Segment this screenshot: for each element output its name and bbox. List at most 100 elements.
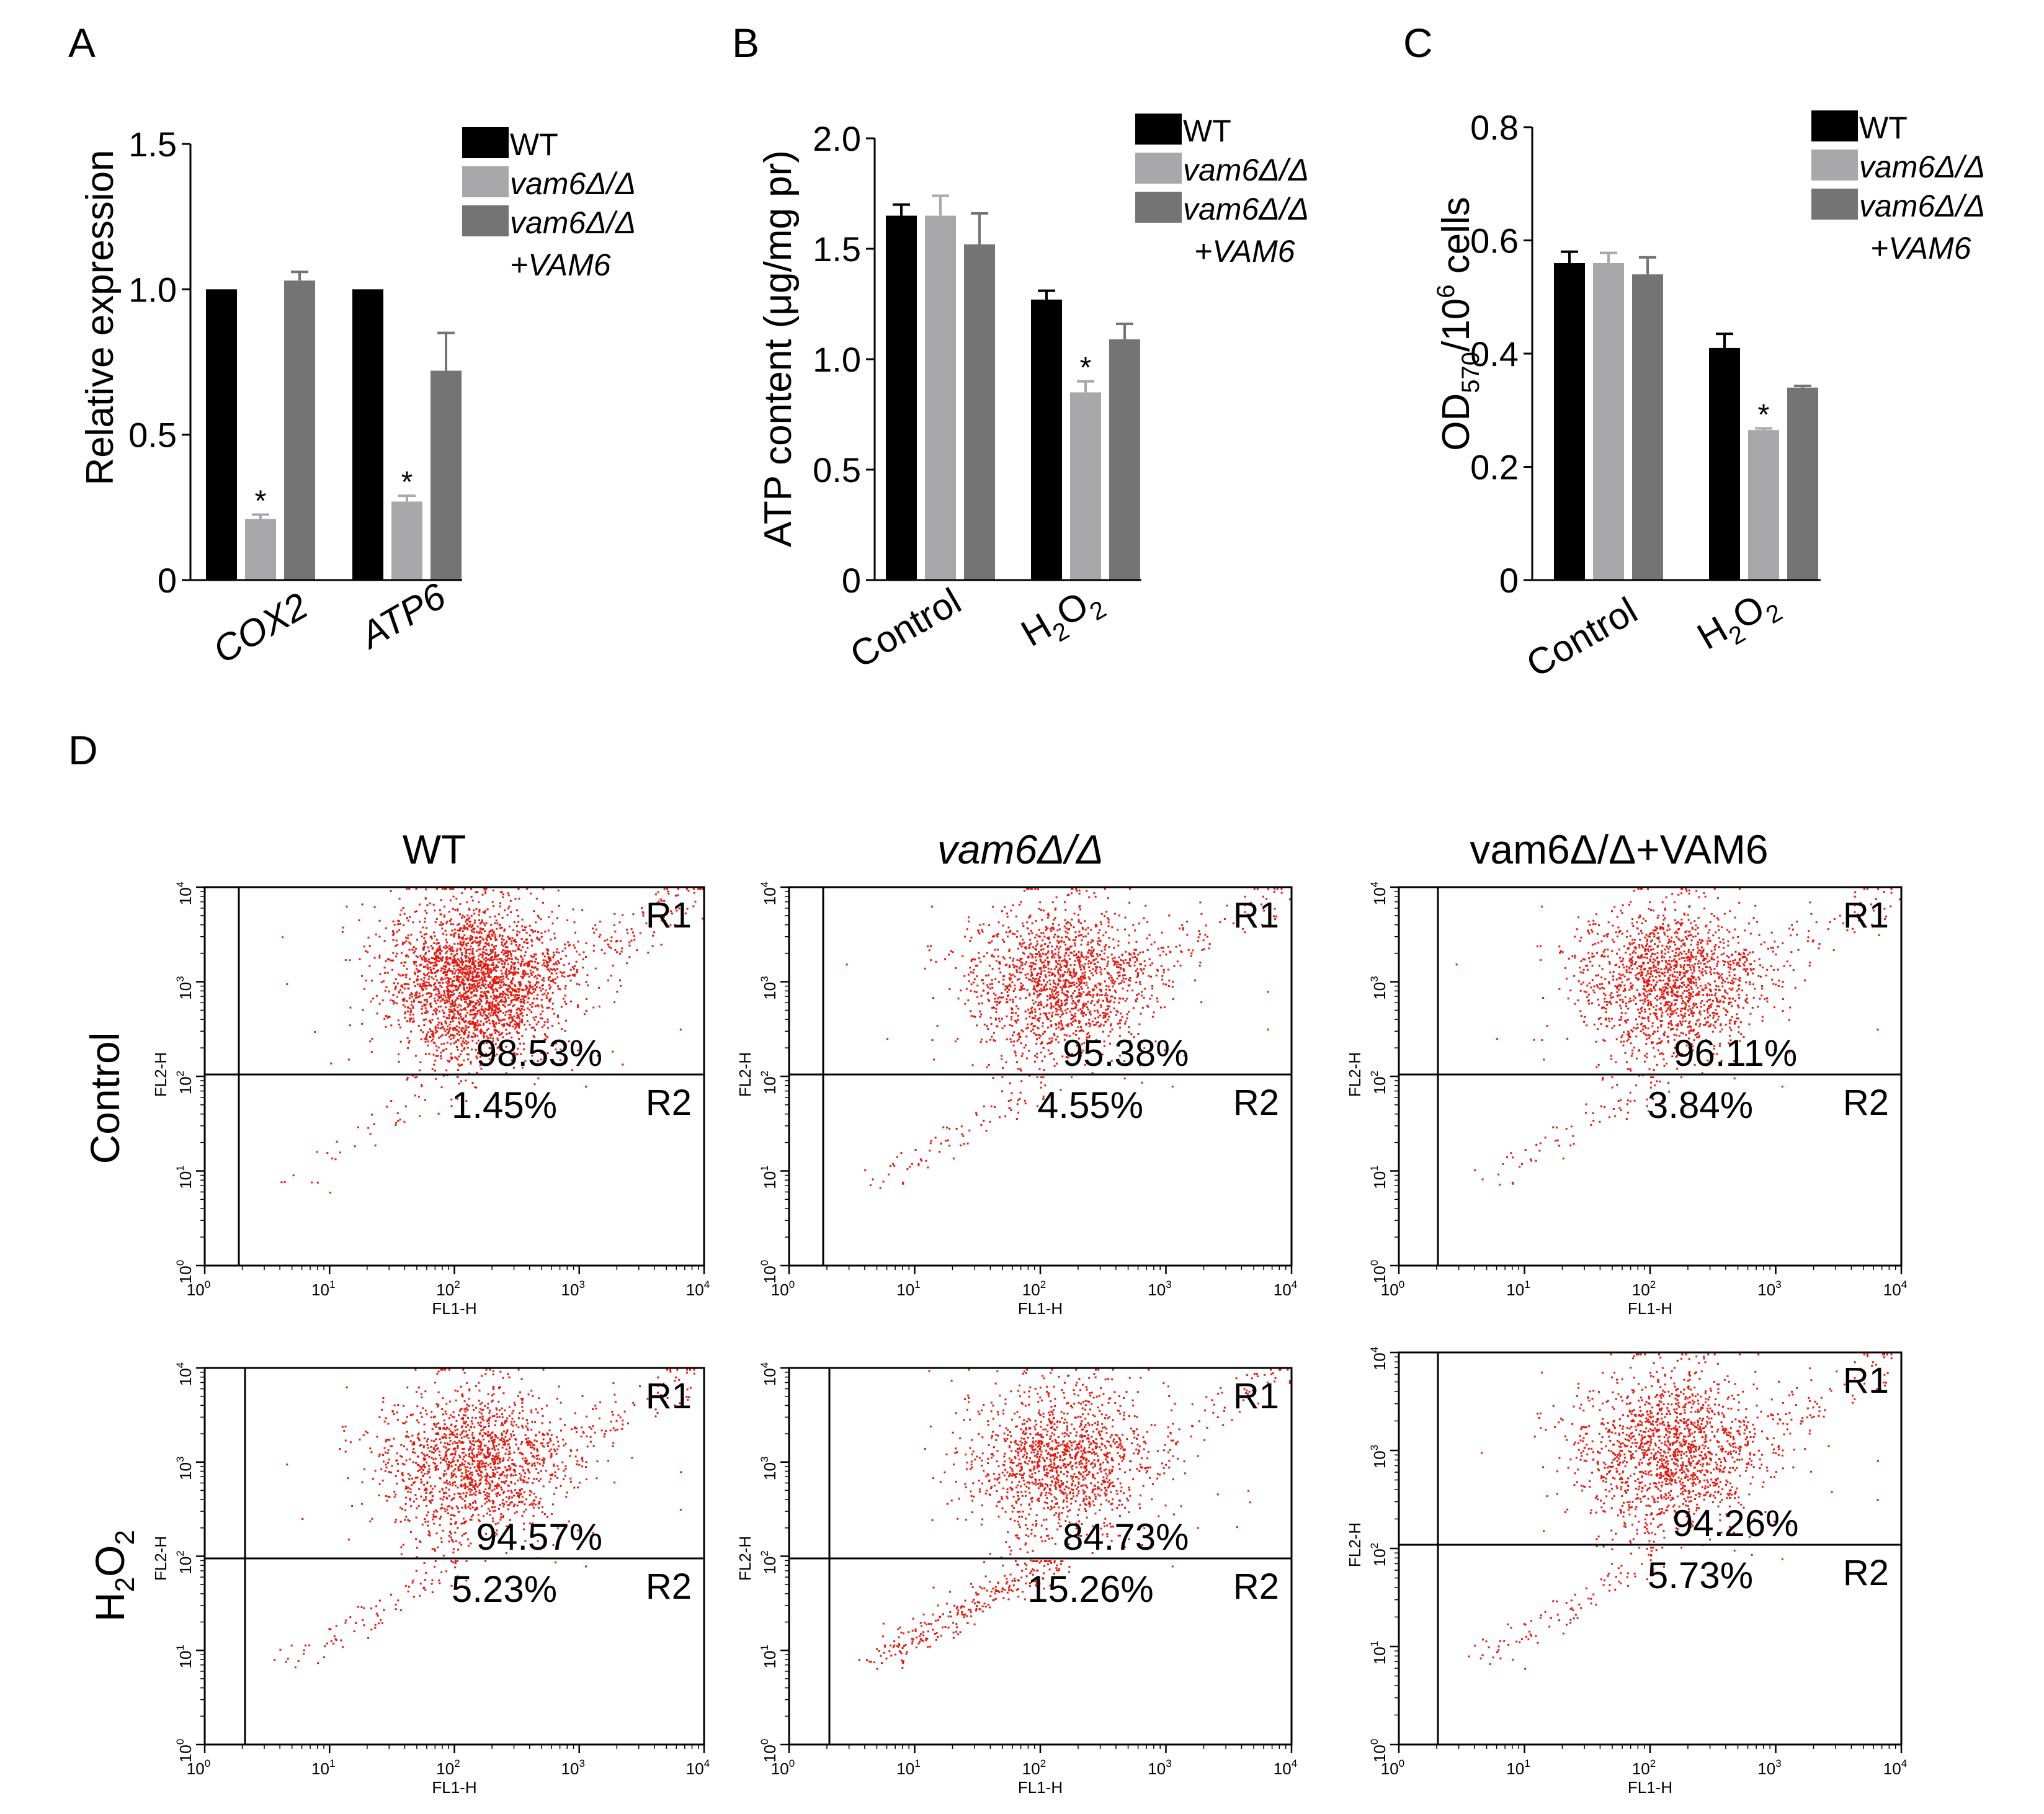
x-tick-label: 103 bbox=[1757, 1758, 1781, 1778]
legend-label-wt: WT bbox=[1859, 110, 1908, 145]
y-tick-label: 1.0 bbox=[128, 270, 177, 309]
x-tick-label: 100 bbox=[1381, 1279, 1404, 1299]
percent-r1: 94.26% bbox=[1672, 1503, 1799, 1544]
x-tick-label: 104 bbox=[1883, 1279, 1907, 1299]
flow-plot-frame bbox=[1398, 886, 1903, 1267]
y-tick-label: 0.8 bbox=[1470, 108, 1519, 147]
panel-a: ** 00.51.01.5 Relative expression COX2 A… bbox=[79, 125, 636, 671]
panel-c-yaxis: 0 0.2 0.4 0.6 0.8 bbox=[1470, 108, 1821, 600]
y-tick-label: 101 bbox=[174, 1165, 195, 1189]
region-label-r2: R2 bbox=[1233, 1566, 1279, 1607]
y-tick-label: 101 bbox=[759, 1645, 779, 1668]
percent-r2: 3.84% bbox=[1648, 1084, 1753, 1126]
y-tick-label: 100 bbox=[174, 1739, 195, 1763]
legend-label-rescue-1: vam6Δ/Δ bbox=[510, 205, 636, 240]
x-tick-label: 101 bbox=[896, 1758, 920, 1778]
y-tick-label: 0 bbox=[1499, 561, 1519, 600]
legend-swatch-rescue bbox=[1135, 192, 1182, 223]
y-tick-label: 104 bbox=[1368, 1347, 1389, 1370]
y-tick-label: 1.5 bbox=[813, 230, 861, 269]
y-tick-label: 104 bbox=[174, 1362, 195, 1386]
panel-b-category-control: Control bbox=[843, 580, 968, 676]
panel-b: * 0 0.5 1.0 1.5 2.0 ATP content (μg/mg pr) C… bbox=[757, 114, 1309, 676]
legend-swatch-vam6 bbox=[1135, 153, 1182, 184]
panel-b-yaxis: 0 0.5 1.0 1.5 2.0 bbox=[813, 119, 1141, 600]
flow-dots bbox=[858, 1369, 1291, 1670]
x-tick-label: 102 bbox=[1632, 1279, 1656, 1299]
y-tick-label: 103 bbox=[759, 976, 779, 999]
percent-r1: 95.38% bbox=[1063, 1032, 1189, 1074]
region-label-r2: R2 bbox=[646, 1566, 692, 1607]
y-tick-label: 102 bbox=[1368, 1071, 1389, 1094]
legend-swatch-wt bbox=[1811, 110, 1858, 141]
region-label-r1: R1 bbox=[1233, 1376, 1279, 1416]
panel-c-legend: WT vam6Δ/Δ vam6Δ/Δ +VAM6 bbox=[1811, 110, 1985, 266]
flow-ylabel: FL2-H bbox=[736, 1052, 754, 1097]
flow-row-label-control: Control bbox=[82, 1032, 128, 1164]
y-tick-label: 0.2 bbox=[1470, 448, 1519, 487]
significance-star: * bbox=[1080, 352, 1092, 385]
x-tick-label: 102 bbox=[1022, 1279, 1046, 1299]
bar bbox=[1109, 339, 1140, 580]
x-tick-label: 104 bbox=[1274, 1758, 1297, 1778]
y-tick-label: 0.5 bbox=[813, 450, 861, 489]
x-tick-label: 100 bbox=[1381, 1758, 1404, 1778]
y-tick-label: 103 bbox=[759, 1457, 779, 1480]
legend-label-rescue-1: vam6Δ/Δ bbox=[1859, 189, 1985, 223]
legend-swatch-wt bbox=[1135, 114, 1182, 145]
flow-col-title-vam6: vam6Δ/Δ bbox=[937, 826, 1104, 872]
x-tick-label: 100 bbox=[771, 1279, 795, 1299]
flow-col-title-rescue: vam6Δ/Δ+VAM6 bbox=[1470, 826, 1768, 872]
flow-ylabel: FL2-H bbox=[1346, 1522, 1364, 1567]
x-tick-label: 102 bbox=[1022, 1758, 1046, 1778]
x-tick-label: 103 bbox=[561, 1758, 585, 1778]
bar bbox=[284, 280, 315, 580]
flow-plot-frame bbox=[788, 1367, 1293, 1746]
bar bbox=[1632, 274, 1663, 580]
y-tick-label: 102 bbox=[1368, 1543, 1389, 1566]
bar bbox=[352, 289, 383, 580]
legend-label-rescue-2: +VAM6 bbox=[1870, 231, 1971, 266]
legend-label-vam6: vam6Δ/Δ bbox=[1859, 150, 1985, 184]
flow-dot-cloud bbox=[858, 1369, 1291, 1670]
flow-col-title-wt: WT bbox=[403, 826, 466, 872]
bar bbox=[1031, 299, 1062, 580]
y-tick-label: 0.6 bbox=[1470, 221, 1519, 261]
flow-dots bbox=[1455, 888, 1901, 1186]
legend-label-wt: WT bbox=[1183, 114, 1231, 148]
bar bbox=[1593, 263, 1624, 580]
panel-c: * 00.20.40.60.8 OD570/106 cells Control … bbox=[1432, 108, 1985, 686]
y-tick-label: 100 bbox=[759, 1739, 779, 1763]
legend-swatch-vam6 bbox=[462, 166, 509, 197]
x-tick-label: 101 bbox=[311, 1758, 335, 1778]
panel-b-category-h2o2: H2O2 bbox=[1014, 577, 1111, 661]
x-tick-label: 104 bbox=[686, 1758, 710, 1778]
panel-letter-d: D bbox=[68, 727, 98, 773]
y-tick-label: 0.5 bbox=[128, 416, 177, 455]
region-label-r1: R1 bbox=[1843, 1360, 1889, 1401]
y-tick-label: 100 bbox=[174, 1260, 195, 1284]
legend-swatch-rescue bbox=[1811, 189, 1858, 220]
flow-xlabel: FL1-H bbox=[1018, 1299, 1063, 1318]
percent-r1: 84.73% bbox=[1063, 1516, 1189, 1558]
y-tick-label: 101 bbox=[1368, 1641, 1389, 1664]
region-label-r2: R2 bbox=[1843, 1553, 1889, 1593]
flow-plot-frame bbox=[203, 1367, 705, 1746]
y-tick-label: 101 bbox=[759, 1165, 779, 1189]
percent-r1: 94.57% bbox=[476, 1516, 603, 1558]
x-tick-label: 101 bbox=[896, 1279, 920, 1299]
flow-dots bbox=[280, 888, 703, 1194]
flow-xlabel: FL1-H bbox=[1628, 1299, 1672, 1318]
y-tick-label: 103 bbox=[174, 976, 195, 999]
flow-xlabel: FL1-H bbox=[1018, 1778, 1063, 1797]
y-tick-label: 102 bbox=[174, 1550, 195, 1574]
y-tick-label: 104 bbox=[174, 882, 195, 905]
percent-r2: 5.73% bbox=[1648, 1555, 1753, 1596]
legend-swatch-rescue bbox=[462, 205, 509, 236]
y-tick-label: 100 bbox=[759, 1260, 779, 1284]
y-tick-label: 1.0 bbox=[813, 340, 861, 379]
